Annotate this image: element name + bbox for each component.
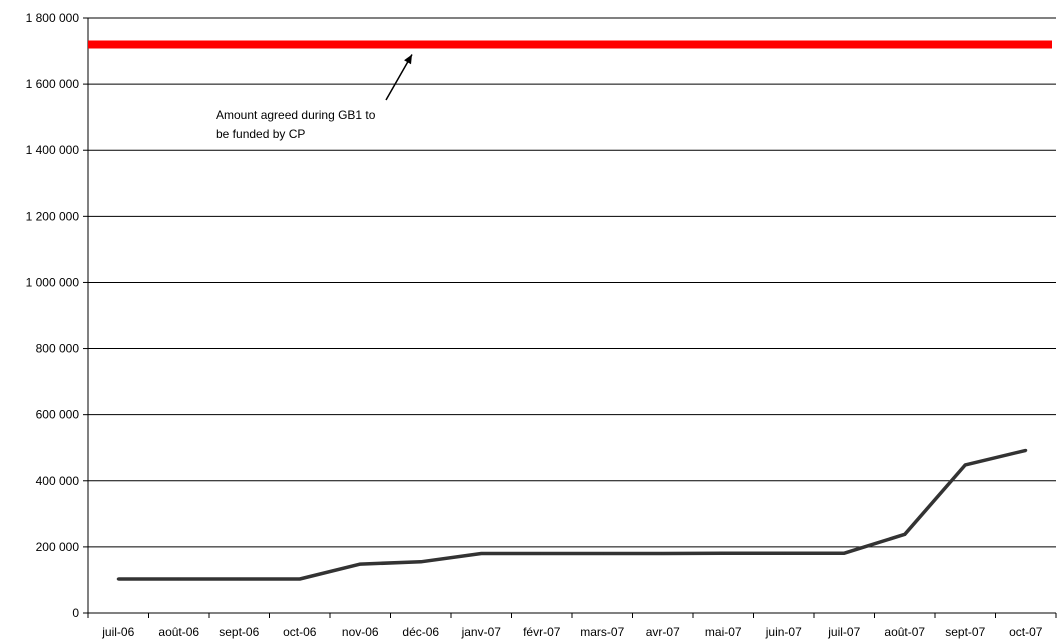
- annotation-line-2: be funded by CP: [216, 127, 305, 141]
- data-point: [419, 560, 423, 564]
- x-tick-label: août-06: [158, 625, 199, 639]
- x-tick-label: oct-06: [283, 625, 317, 639]
- y-tick-label: 1 600 000: [26, 77, 80, 91]
- data-point: [661, 552, 665, 555]
- data-point: [903, 532, 907, 536]
- x-tick-label: nov-06: [342, 625, 379, 639]
- y-tick-label: 1 200 000: [26, 209, 80, 223]
- data-point: [358, 562, 362, 566]
- data-point: [963, 463, 967, 467]
- y-axis-ticks: 0 200 000 400 000 600 000 800 000 1 000 000 1 …: [26, 11, 88, 620]
- y-tick-label: 400 000: [36, 474, 80, 488]
- y-tick-label: 600 000: [36, 408, 80, 422]
- x-tick-label: janv-07: [461, 625, 502, 639]
- annotation-arrowhead: [404, 54, 412, 65]
- gridlines: [88, 17, 1056, 548]
- x-axis-ticks: juil-06 août-06 sept-06 oct-06 nov-06 déc-06 j…: [87, 613, 1057, 639]
- data-point: [237, 577, 241, 581]
- x-tick-label: juil-06: [101, 625, 134, 639]
- x-tick-label: mars-07: [580, 625, 624, 639]
- x-tick-label: sept-07: [945, 625, 985, 639]
- data-point: [721, 551, 725, 555]
- y-tick-label: 1 000 000: [26, 275, 80, 289]
- y-tick-label: 1 400 000: [26, 143, 80, 157]
- x-tick-label: sept-06: [219, 625, 259, 639]
- data-point: [782, 551, 786, 555]
- annotation-line-1: Amount agreed during GB1 to: [216, 108, 376, 122]
- y-tick-label: 0: [72, 606, 79, 620]
- x-tick-label: juin-07: [765, 625, 802, 639]
- x-tick-label: oct-07: [1009, 625, 1043, 639]
- y-tick-label: 200 000: [36, 540, 80, 554]
- series-group: [116, 448, 1028, 581]
- data-point: [600, 552, 604, 555]
- data-point: [842, 551, 846, 555]
- x-tick-label: juil-07: [827, 625, 860, 639]
- data-point: [298, 577, 302, 581]
- data-point: [116, 577, 120, 581]
- y-tick-label: 800 000: [36, 342, 80, 356]
- data-point: [540, 552, 544, 555]
- series-line: [118, 448, 1027, 581]
- x-tick-label: avr-07: [646, 625, 680, 639]
- data-point: [1024, 448, 1028, 452]
- data-point: [479, 552, 483, 555]
- x-tick-label: févr-07: [523, 625, 561, 639]
- x-tick-label: mai-07: [705, 625, 742, 639]
- y-tick-label: 1 800 000: [26, 11, 80, 25]
- data-point: [177, 577, 181, 581]
- x-tick-label: août-07: [884, 625, 925, 639]
- annotation: Amount agreed during GB1 to be funded by…: [216, 54, 413, 141]
- x-tick-label: déc-06: [402, 625, 439, 639]
